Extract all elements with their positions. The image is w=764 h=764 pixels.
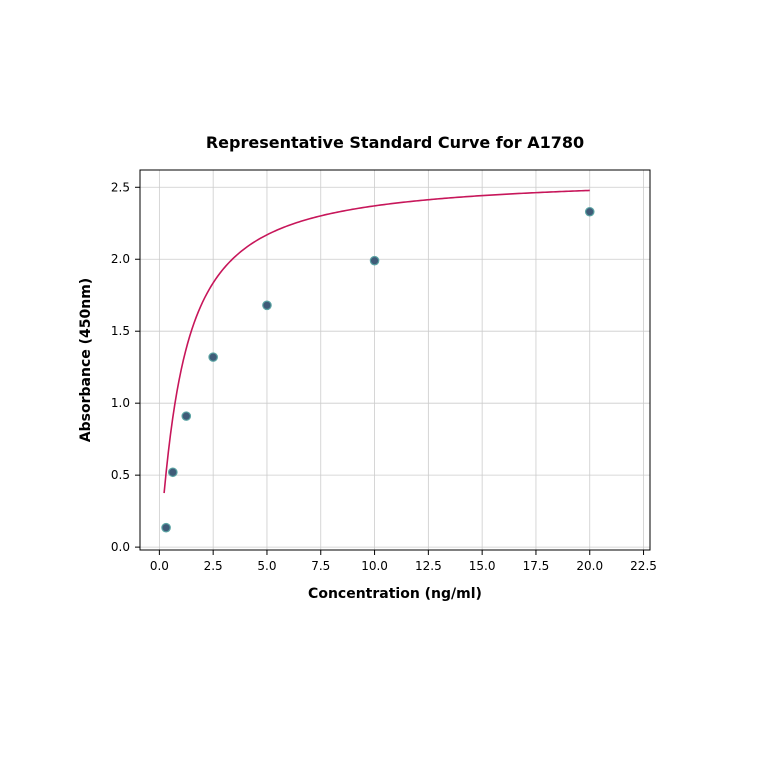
xtick-label: 5.0 bbox=[257, 559, 276, 573]
data-point bbox=[209, 353, 217, 361]
xtick-label: 15.0 bbox=[469, 559, 496, 573]
data-point bbox=[169, 468, 177, 476]
xtick-label: 0.0 bbox=[150, 559, 169, 573]
chart-title: Representative Standard Curve for A1780 bbox=[206, 133, 584, 152]
ytick-label: 0.5 bbox=[111, 468, 130, 482]
chart-svg: 0.0 2.5 5.0 7.5 10.0 12.5 15.0 17.5 20.0 22.5 0.0 0… bbox=[0, 0, 764, 764]
ytick-label: 1.0 bbox=[111, 396, 130, 410]
chart-container: 0.0 2.5 5.0 7.5 10.0 12.5 15.0 17.5 20.0 22.5 0.0 0… bbox=[0, 0, 764, 764]
x-axis-label: Concentration (ng/ml) bbox=[308, 586, 482, 602]
ytick-label: 2.0 bbox=[111, 252, 130, 266]
y-axis-label: Absorbance (450nm) bbox=[78, 278, 94, 442]
data-point bbox=[182, 412, 190, 420]
data-point bbox=[162, 523, 170, 531]
data-point bbox=[263, 301, 271, 309]
ytick-label: 2.5 bbox=[111, 180, 130, 194]
xtick-label: 20.0 bbox=[576, 559, 603, 573]
xtick-label: 7.5 bbox=[311, 559, 330, 573]
xtick-label: 10.0 bbox=[361, 559, 388, 573]
ytick-label: 1.5 bbox=[111, 324, 130, 338]
canvas-bg bbox=[0, 0, 764, 764]
xtick-label: 12.5 bbox=[415, 559, 442, 573]
xtick-label: 22.5 bbox=[630, 559, 657, 573]
xtick-label: 2.5 bbox=[204, 559, 223, 573]
ytick-label: 0.0 bbox=[111, 540, 130, 554]
data-point bbox=[586, 208, 594, 216]
xtick-label: 17.5 bbox=[523, 559, 550, 573]
data-point bbox=[370, 256, 378, 264]
